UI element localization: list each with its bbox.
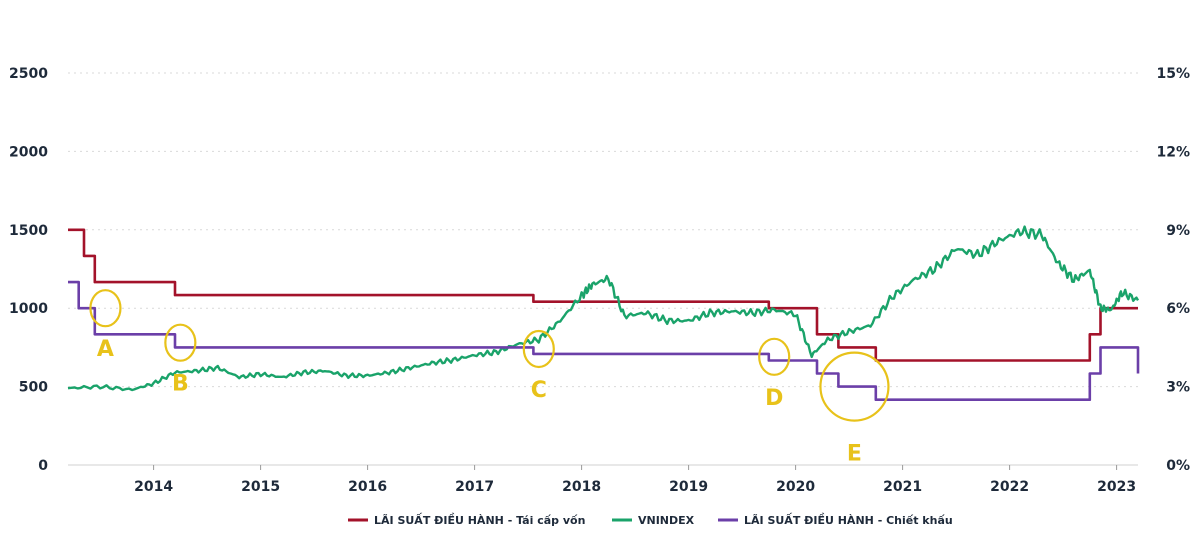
annotation-label-b: B <box>172 372 189 397</box>
series-line-1 <box>67 225 1140 392</box>
annotation-label-c: C <box>531 378 547 403</box>
x-tick-label: 2021 <box>883 479 922 495</box>
legend: LÃI SUẤT ĐIỀU HÀNH - Tái cấp vốn VNINDEX L… <box>348 512 953 527</box>
annotation-circle-d <box>758 337 791 376</box>
y-left-axis: 0 500 1000 1500 2000 2500 <box>9 66 48 474</box>
annotation-label-d: D <box>765 386 783 411</box>
y-left-tick-label: 2000 <box>9 144 48 160</box>
x-tick-label: 2023 <box>1097 479 1136 495</box>
annotation-label-e: E <box>847 442 862 467</box>
annotation-label-a: A <box>97 337 114 362</box>
grid-lines <box>68 72 1138 388</box>
x-tick-label: 2016 <box>348 479 387 495</box>
x-tick-label: 2017 <box>455 479 494 495</box>
y-right-tick-label: 3% <box>1166 380 1190 396</box>
y-left-tick-label: 0 <box>38 458 48 474</box>
legend-label-1: VNINDEX <box>638 514 695 527</box>
y-right-axis: 0% 3% 6% 9% 12% 15% <box>1156 66 1190 474</box>
x-tick-label: 2018 <box>562 479 601 495</box>
x-tick-label: 2019 <box>669 479 708 495</box>
annotation-circle-e <box>819 351 890 422</box>
y-right-tick-label: 9% <box>1166 223 1190 239</box>
y-left-tick-label: 1500 <box>9 223 48 239</box>
y-left-tick-label: 2500 <box>9 66 48 82</box>
x-axis: 2014 2015 2016 2017 2018 2019 2020 2021 2022 2023 <box>68 464 1138 495</box>
y-right-tick-label: 0% <box>1166 458 1190 474</box>
y-right-tick-label: 12% <box>1156 144 1190 160</box>
x-tick-label: 2014 <box>134 479 173 495</box>
y-left-tick-label: 500 <box>19 380 48 396</box>
annotations: A B C D E <box>89 289 890 467</box>
series-line-0 <box>68 228 1138 362</box>
y-right-tick-label: 6% <box>1166 301 1190 317</box>
legend-label-0: LÃI SUẤT ĐIỀU HÀNH - Tái cấp vốn <box>374 512 585 527</box>
annotation-circle-b <box>164 323 197 362</box>
annotation-circle-c <box>522 329 555 369</box>
y-left-tick-label: 1000 <box>9 301 48 317</box>
annotation-circle-a <box>89 289 122 328</box>
x-tick-label: 2015 <box>241 479 280 495</box>
x-tick-label: 2022 <box>990 479 1029 495</box>
legend-label-2: LÃI SUẤT ĐIỀU HÀNH - Chiết khấu <box>744 512 953 527</box>
series-line-2 <box>68 280 1140 401</box>
x-tick-label: 2020 <box>776 479 815 495</box>
series-lines <box>67 225 1140 401</box>
y-right-tick-label: 15% <box>1156 66 1190 82</box>
